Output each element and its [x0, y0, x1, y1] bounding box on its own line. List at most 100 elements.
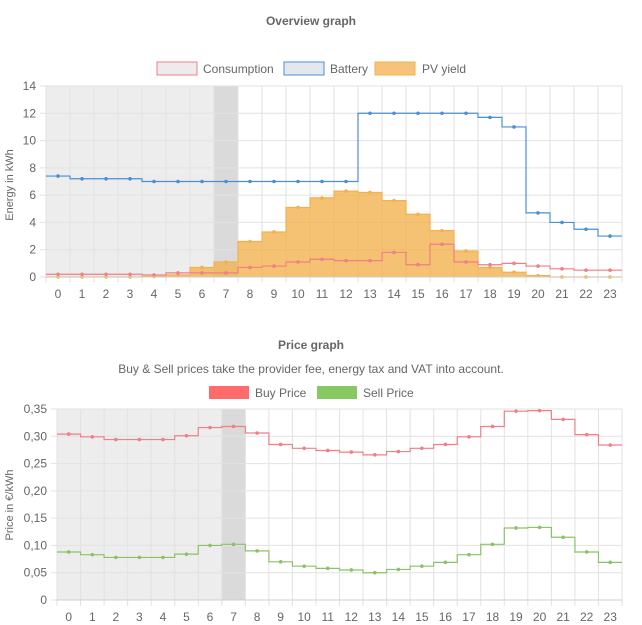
point-buy-price: [537, 408, 542, 413]
point-consumption: [416, 262, 420, 267]
point-buy-price: [137, 437, 142, 442]
point-buy-price: [161, 437, 165, 442]
x-tick-label: 17: [459, 287, 473, 301]
point-sell-price: [184, 552, 189, 556]
y-tick-label: 10: [23, 134, 37, 148]
x-tick-label: 16: [435, 287, 449, 301]
point-pv-yield: [272, 230, 276, 234]
point-consumption: [56, 272, 60, 277]
point-pv-yield: [344, 189, 348, 193]
point-sell-price: [325, 566, 330, 571]
price-legend: Buy Price Sell Price: [209, 386, 414, 400]
past-hours-shading: [57, 409, 222, 600]
legend-item-sell-price[interactable]: Sell Price: [317, 386, 414, 400]
point-consumption: [464, 260, 468, 264]
point-consumption: [560, 267, 564, 271]
x-tick-label: 7: [223, 287, 230, 301]
point-buy-price: [255, 431, 259, 435]
point-consumption: [272, 264, 276, 268]
y-tick-label: 4: [29, 215, 36, 229]
point-buy-price: [208, 425, 212, 430]
point-pv-yield: [200, 265, 204, 270]
point-pv-yield: [392, 198, 396, 203]
point-sell-price: [490, 542, 495, 547]
point-buy-price: [490, 424, 495, 429]
legend-item-pv-yield[interactable]: PV yield: [374, 61, 466, 76]
point-consumption: [104, 272, 108, 277]
x-tick-label: 20: [531, 287, 545, 301]
price-subtitle: Buy & Sell prices take the provider fee,…: [118, 362, 504, 376]
overview-y-axis-label: Energy in kWh: [4, 149, 16, 221]
point-sell-price: [349, 568, 354, 572]
point-buy-price: [514, 409, 518, 413]
y-tick-label: 2: [29, 243, 36, 257]
point-buy-price: [90, 435, 95, 439]
line-consumption: [46, 243, 622, 276]
y-tick-label: 6: [29, 188, 36, 202]
point-sell-price: [278, 560, 283, 564]
point-buy-price: [302, 446, 306, 451]
point-consumption: [344, 258, 348, 263]
x-tick-label: 21: [555, 287, 569, 301]
point-pv-yield: [296, 205, 300, 210]
point-battery: [344, 179, 348, 184]
point-buy-price: [396, 449, 401, 454]
x-tick-label: 16: [439, 610, 453, 624]
point-pv-yield: [440, 228, 444, 233]
point-consumption: [584, 268, 588, 272]
x-tick-label: 4: [151, 287, 158, 301]
point-pv-yield: [368, 190, 372, 195]
x-tick-label: 14: [387, 287, 401, 301]
point-battery: [296, 179, 300, 184]
legend-label-consumption: Consumption: [203, 62, 274, 76]
x-tick-label: 12: [339, 287, 353, 301]
x-tick-label: 19: [507, 287, 521, 301]
point-battery: [512, 125, 516, 129]
point-sell-price: [161, 555, 165, 560]
point-consumption: [248, 265, 252, 270]
legend-item-consumption[interactable]: Consumption: [156, 61, 274, 76]
point-pv-yield: [224, 260, 228, 264]
legend-swatch-battery: [283, 61, 325, 76]
x-tick-label: 0: [65, 610, 72, 624]
point-consumption: [128, 272, 132, 277]
point-battery: [272, 179, 276, 184]
point-sell-price: [443, 560, 448, 565]
point-battery: [608, 234, 612, 238]
y-tick-label: 12: [23, 106, 37, 120]
x-tick-label: 10: [291, 287, 305, 301]
point-buy-price: [420, 446, 424, 451]
x-tick-label: 4: [160, 610, 167, 624]
point-battery: [416, 111, 420, 116]
x-tick-label: 15: [411, 287, 425, 301]
point-consumption: [296, 260, 300, 264]
point-buy-price: [443, 442, 448, 447]
point-buy-price: [325, 448, 330, 453]
point-buy-price: [184, 433, 189, 438]
x-tick-label: 22: [580, 610, 594, 624]
point-sell-price: [608, 560, 613, 565]
point-battery: [176, 179, 180, 184]
legend-item-buy-price[interactable]: Buy Price: [209, 386, 307, 400]
point-consumption: [200, 271, 204, 275]
point-consumption: [224, 271, 228, 275]
x-tick-label: 19: [509, 610, 523, 624]
x-tick-label: 22: [579, 287, 593, 301]
point-consumption: [512, 261, 516, 266]
x-tick-label: 3: [127, 287, 134, 301]
x-tick-label: 23: [603, 287, 617, 301]
point-buy-price: [231, 424, 236, 429]
legend-label-battery: Battery: [330, 62, 368, 76]
legend-item-battery[interactable]: Battery: [283, 61, 368, 76]
point-pv-yield: [416, 212, 420, 217]
point-buy-price: [114, 437, 118, 442]
y-tick-label: 0,10: [24, 538, 48, 552]
x-tick-label: 1: [89, 610, 96, 624]
point-battery: [464, 111, 468, 116]
x-tick-label: 21: [556, 610, 570, 624]
point-sell-price: [255, 549, 259, 553]
point-battery: [152, 179, 156, 184]
point-consumption: [536, 264, 540, 268]
point-buy-price: [467, 435, 471, 439]
x-tick-label: 14: [392, 610, 406, 624]
